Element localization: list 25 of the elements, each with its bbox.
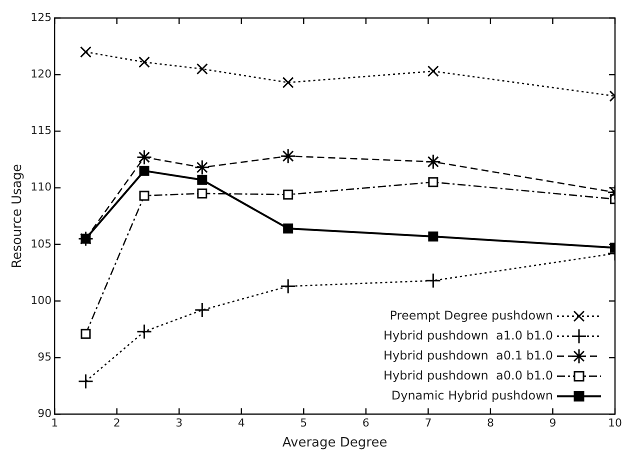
x-tick-label: 5 [300, 416, 308, 430]
y-tick-label: 100 [30, 294, 52, 307]
legend-label: Hybrid pushdown a0.0 b1.0 [384, 368, 553, 382]
legend-label: Preempt Degree pushdown [390, 308, 553, 322]
x-tick-label: 6 [362, 416, 370, 430]
legend-label: Hybrid pushdown a1.0 b1.0 [384, 328, 553, 342]
y-tick-label: 95 [38, 350, 52, 364]
y-tick-label: 125 [30, 10, 52, 24]
y-tick-label: 120 [30, 67, 52, 80]
x-tick-label: 8 [486, 416, 494, 430]
legend-label: Hybrid pushdown a0.1 b1.0 [384, 348, 553, 362]
x-tick-label: 2 [113, 416, 120, 430]
x-tick-label: 1 [51, 416, 58, 430]
y-axis-title: Resource Usage [10, 164, 26, 268]
x-tick-label: 4 [238, 416, 245, 430]
y-tick-label: 90 [38, 407, 52, 420]
x-axis-title: Average Degree [282, 436, 388, 451]
x-tick-label: 7 [424, 416, 432, 430]
x-tick-label: 10 [608, 416, 622, 430]
x-tick-label: 3 [176, 416, 183, 430]
y-tick-label: 105 [30, 237, 52, 250]
legend-label: Dynamic Hybrid pushdown [391, 388, 553, 402]
x-tick-label: 9 [549, 416, 556, 430]
y-tick-label: 115 [30, 124, 52, 138]
y-tick-label: 110 [30, 180, 52, 194]
